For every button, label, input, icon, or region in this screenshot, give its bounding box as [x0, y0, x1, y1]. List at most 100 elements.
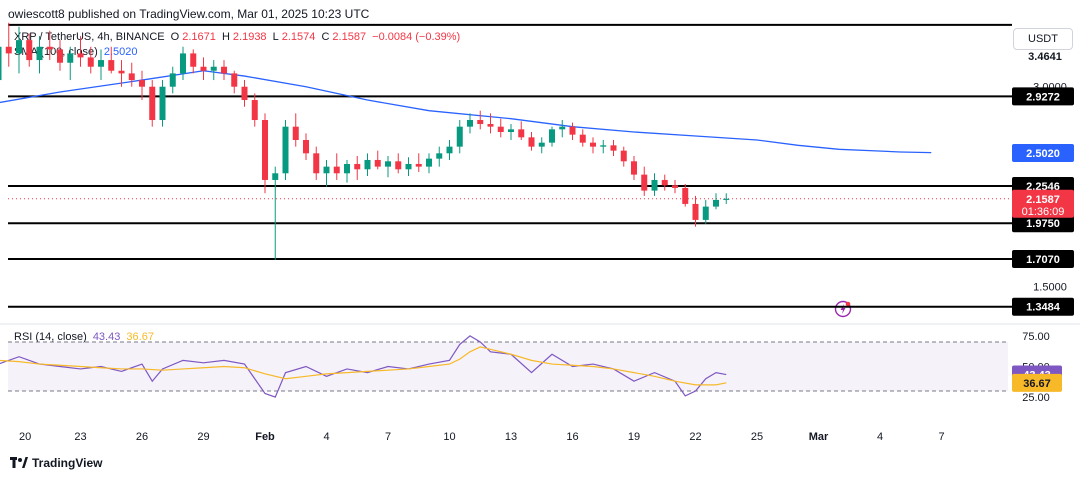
open-key: O	[170, 31, 180, 43]
rsi-ma-line[interactable]	[0, 346, 727, 386]
candle-body[interactable]	[415, 163, 422, 167]
x-tick-label: 4	[877, 431, 883, 443]
level-price-label: 1.9750	[1026, 218, 1060, 230]
candle-body[interactable]	[128, 73, 135, 81]
x-tick-label: 25	[751, 431, 763, 443]
candle-body[interactable]	[723, 198, 730, 200]
candle-body[interactable]	[497, 126, 504, 133]
candle-body[interactable]	[600, 145, 607, 147]
candle-body[interactable]	[333, 166, 340, 174]
candle-body[interactable]	[77, 53, 84, 58]
sma-value: 2.5020	[103, 46, 138, 58]
candle-body[interactable]	[149, 86, 156, 121]
x-tick-label: 26	[136, 431, 148, 443]
candle-body[interactable]	[98, 60, 104, 67]
candle-body[interactable]	[16, 40, 22, 54]
candle-body[interactable]	[190, 53, 197, 67]
candle-body[interactable]	[456, 126, 463, 147]
candle-body[interactable]	[354, 163, 361, 170]
candle-body[interactable]	[344, 163, 350, 174]
candle-body[interactable]	[159, 86, 166, 121]
rsi-legend[interactable]: RSI (14, close) 43.43 36.67	[14, 331, 157, 343]
candle-body[interactable]	[559, 126, 566, 130]
candle-body[interactable]	[180, 53, 186, 74]
candle-body[interactable]	[36, 46, 43, 61]
alert-icon[interactable]	[834, 300, 852, 318]
candle-body[interactable]	[579, 134, 586, 143]
candle-body[interactable]	[405, 163, 412, 170]
tradingview-logo[interactable]: TradingView	[10, 456, 102, 470]
candle-body[interactable]	[661, 179, 668, 186]
candle-body[interactable]	[446, 146, 453, 154]
symbol-title[interactable]: XRP / TetherUS, 4h, BINANCE	[14, 31, 165, 43]
candle-body[interactable]	[436, 153, 443, 159]
candle-body[interactable]	[569, 126, 576, 135]
candle-body[interactable]	[108, 60, 115, 71]
candle-body[interactable]	[672, 185, 678, 188]
candle-body[interactable]	[221, 66, 227, 74]
candle-body[interactable]	[292, 126, 299, 140]
open-value: 2.1671	[182, 31, 216, 43]
candle-body[interactable]	[118, 70, 125, 74]
candle-body[interactable]	[231, 73, 238, 87]
candle-body[interactable]	[313, 153, 320, 174]
candle-body[interactable]	[251, 100, 258, 121]
candle-body[interactable]	[713, 199, 719, 207]
candle-body[interactable]	[87, 57, 94, 67]
candle-body[interactable]	[272, 173, 279, 180]
candle-body[interactable]	[0, 46, 2, 81]
candle-body[interactable]	[610, 145, 617, 151]
candle-body[interactable]	[518, 129, 525, 138]
candle-body[interactable]	[631, 161, 637, 175]
candle-body[interactable]	[67, 53, 74, 63]
symbol-legend: XRP / TetherUS, 4h, BINANCE O 2.1671 H 2.1…	[14, 31, 463, 43]
close-key: C	[321, 31, 330, 43]
candle-body[interactable]	[139, 80, 145, 87]
candle-body[interactable]	[528, 137, 535, 147]
candle-body[interactable]	[487, 124, 494, 127]
low-value: 2.1574	[281, 31, 316, 43]
candle-body[interactable]	[651, 179, 658, 191]
level-price-badge	[1012, 87, 1074, 106]
candle-body[interactable]	[641, 174, 648, 191]
rsi-line[interactable]	[0, 335, 727, 398]
candle-body[interactable]	[385, 161, 391, 167]
candle-body[interactable]	[5, 46, 12, 54]
level-price-badge	[1012, 214, 1074, 233]
candle-body[interactable]	[538, 142, 545, 147]
tradingview-logo-icon	[10, 457, 28, 468]
candle-body[interactable]	[282, 126, 289, 174]
candle-body[interactable]	[374, 159, 381, 167]
candle-body[interactable]	[303, 139, 309, 154]
candle-body[interactable]	[590, 142, 596, 147]
candle-body[interactable]	[477, 120, 484, 125]
last-price-label: 2.1587	[1026, 194, 1060, 206]
x-tick-label: 20	[19, 431, 31, 443]
candle-body[interactable]	[702, 206, 709, 220]
candle-body[interactable]	[200, 66, 207, 71]
candle-body[interactable]	[210, 66, 217, 71]
candle-body[interactable]	[467, 120, 473, 127]
candle-body[interactable]	[26, 40, 33, 61]
x-tick-label: 19	[628, 431, 640, 443]
rsi-value: 43.43	[92, 331, 121, 343]
currency-button[interactable]: USDT	[1013, 28, 1073, 50]
candle-body[interactable]	[46, 46, 53, 50]
candle-body[interactable]	[682, 187, 689, 204]
candle-body[interactable]	[508, 129, 514, 133]
x-tick-label: 7	[938, 431, 944, 443]
candle-body[interactable]	[241, 86, 248, 101]
candle-body[interactable]	[620, 150, 627, 162]
sma-legend[interactable]: SMA (100, close) 2.5020	[14, 46, 140, 58]
candle-body[interactable]	[262, 120, 268, 180]
candle-body[interactable]	[692, 203, 699, 220]
candle-body[interactable]	[57, 49, 63, 63]
candle-body[interactable]	[323, 166, 330, 174]
candle-body[interactable]	[426, 158, 432, 167]
candle-body[interactable]	[549, 129, 555, 143]
candle-body[interactable]	[395, 161, 402, 170]
candle-body[interactable]	[169, 73, 176, 87]
level-price-label: 1.7070	[1026, 254, 1060, 266]
candle-body[interactable]	[364, 159, 371, 170]
